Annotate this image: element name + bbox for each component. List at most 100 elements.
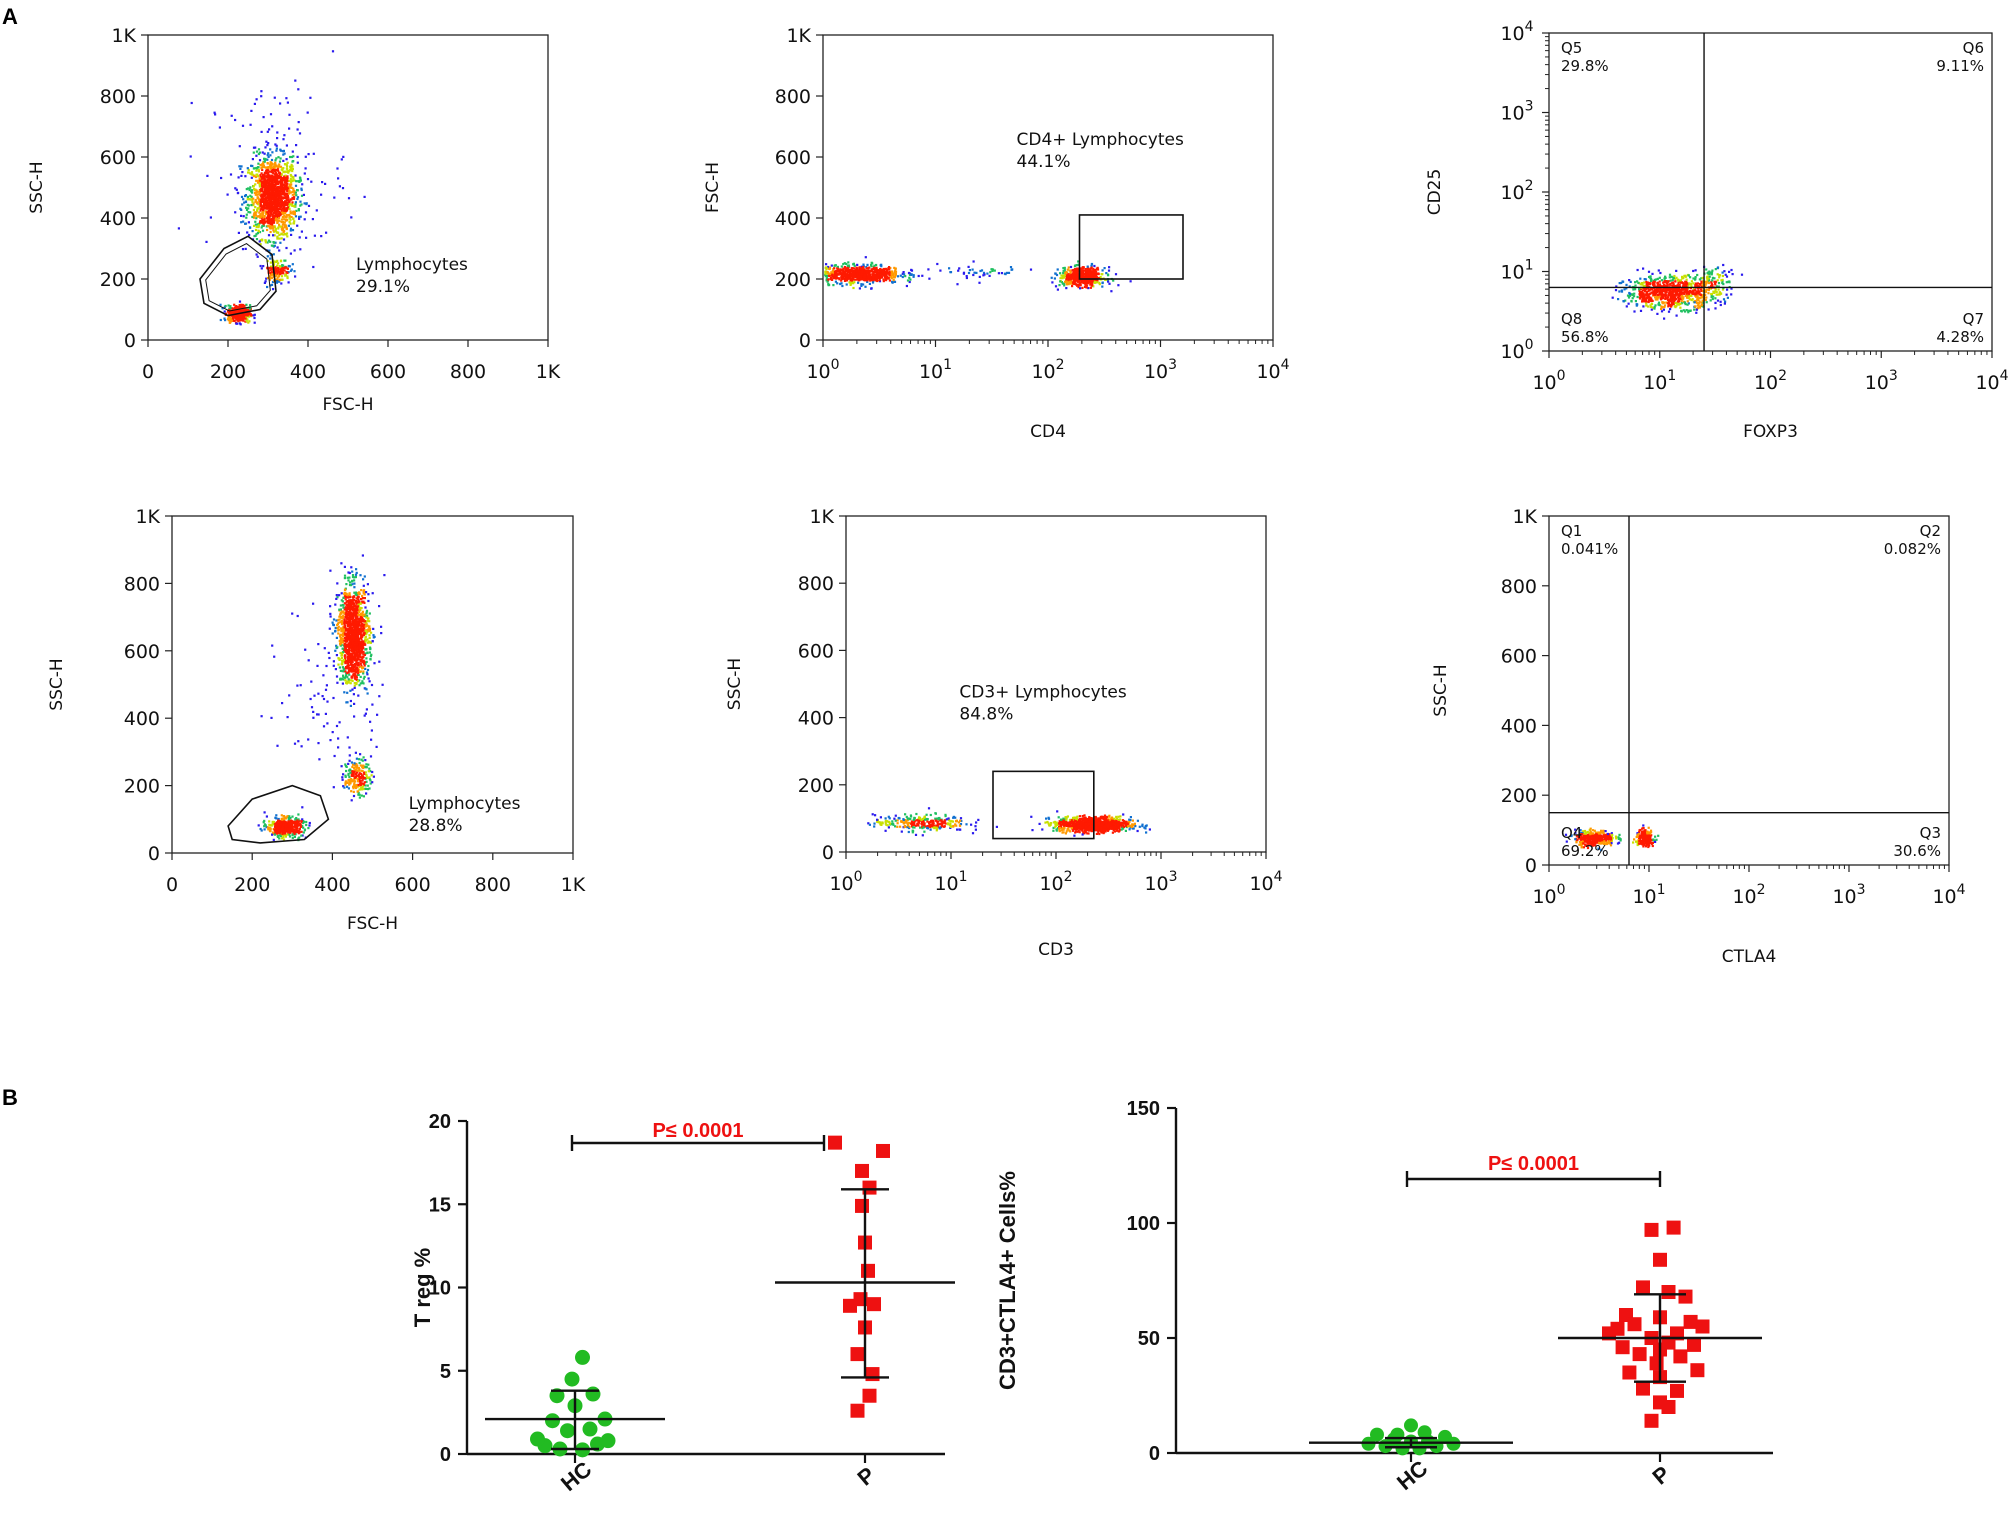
event-dot (278, 207, 281, 210)
event-dot (842, 263, 845, 266)
event-dot (283, 181, 286, 184)
event-dot (281, 182, 284, 186)
event-dot (335, 654, 338, 657)
event-dot (1722, 263, 1725, 267)
event-dot (272, 206, 275, 209)
event-dot (268, 170, 271, 173)
event-dot (1730, 287, 1733, 290)
event-dot (274, 164, 277, 167)
event-dot (1617, 298, 1620, 301)
event-dot (1084, 283, 1087, 286)
event-dot (1089, 267, 1092, 270)
event-dot (343, 565, 346, 568)
event-dot (1079, 287, 1082, 290)
event-dot (1648, 275, 1651, 279)
event-dot (276, 235, 279, 239)
event-dot (852, 276, 855, 279)
event-dot (1029, 268, 1033, 271)
gate-rect (1078, 214, 1184, 280)
event-dot (885, 279, 888, 282)
event-dot (1065, 276, 1068, 279)
event-dot (350, 566, 353, 569)
event-dot (276, 168, 279, 171)
event-dot (1656, 289, 1659, 292)
event-dot (280, 220, 283, 224)
event-dot (226, 310, 230, 313)
event-dot (1072, 269, 1076, 272)
event-dot (979, 269, 982, 273)
event-dot (1641, 300, 1644, 303)
event-dot (1686, 287, 1689, 290)
event-dot (364, 662, 367, 665)
event-dot (1698, 306, 1701, 309)
event-dot (362, 650, 365, 653)
event-dot (340, 653, 344, 657)
event-dot (285, 192, 289, 195)
event-dot (337, 625, 340, 628)
event-dot (285, 158, 288, 161)
event-dot (1633, 287, 1637, 290)
event-dot (1682, 276, 1685, 280)
event-dot (243, 313, 246, 316)
event-dot (1069, 270, 1072, 274)
y-tick-label: 400 (775, 208, 811, 230)
event-dot (880, 270, 883, 273)
event-dot (274, 170, 277, 173)
event-dot (284, 186, 287, 189)
event-dot (1706, 275, 1709, 278)
event-dot (269, 274, 272, 277)
event-dot (1700, 288, 1703, 291)
event-dot (829, 273, 832, 276)
event-dot (854, 273, 857, 277)
event-dot (1670, 295, 1673, 298)
event-dot (284, 184, 287, 187)
event-dot (857, 279, 860, 282)
event-dot (1067, 282, 1070, 285)
event-dot (291, 193, 294, 196)
event-dot (351, 574, 355, 577)
event-dot (289, 229, 292, 232)
event-dot (1615, 285, 1618, 288)
event-dot (1659, 271, 1662, 275)
event-dot (291, 203, 294, 206)
event-dot (846, 264, 849, 267)
event-dot (291, 150, 294, 153)
event-dot (1627, 302, 1630, 305)
event-dot (1095, 267, 1098, 270)
event-dot (1669, 283, 1672, 286)
event-dot (270, 207, 273, 210)
event-dot (267, 212, 270, 215)
event-dot (258, 193, 261, 196)
event-dot (912, 274, 915, 277)
event-dot (300, 203, 303, 206)
event-dot (978, 281, 981, 284)
event-dot (1655, 278, 1658, 281)
event-dot (860, 270, 864, 273)
event-dot (262, 192, 265, 195)
event-dot (265, 197, 268, 200)
event-dot (872, 271, 875, 274)
event-dot (892, 278, 895, 282)
event-dot (281, 181, 284, 184)
event-dot (1632, 288, 1635, 291)
event-dot (1705, 296, 1708, 299)
event-dot (824, 272, 827, 275)
event-dot (1670, 297, 1673, 300)
event-dot (1650, 299, 1653, 303)
event-dot (1676, 303, 1679, 306)
event-dot (1662, 283, 1666, 286)
event-dot (274, 227, 277, 230)
event-dot (288, 205, 291, 208)
event-dot (1679, 297, 1682, 300)
event-dot (230, 318, 233, 321)
event-dot (277, 195, 280, 198)
event-dot (270, 179, 273, 182)
event-dot (281, 264, 284, 267)
event-dot (230, 310, 233, 313)
event-dot (286, 275, 289, 278)
event-dot (270, 164, 273, 167)
event-dot (1725, 281, 1728, 284)
event-dot (1708, 272, 1711, 276)
event-dot (1697, 289, 1700, 292)
